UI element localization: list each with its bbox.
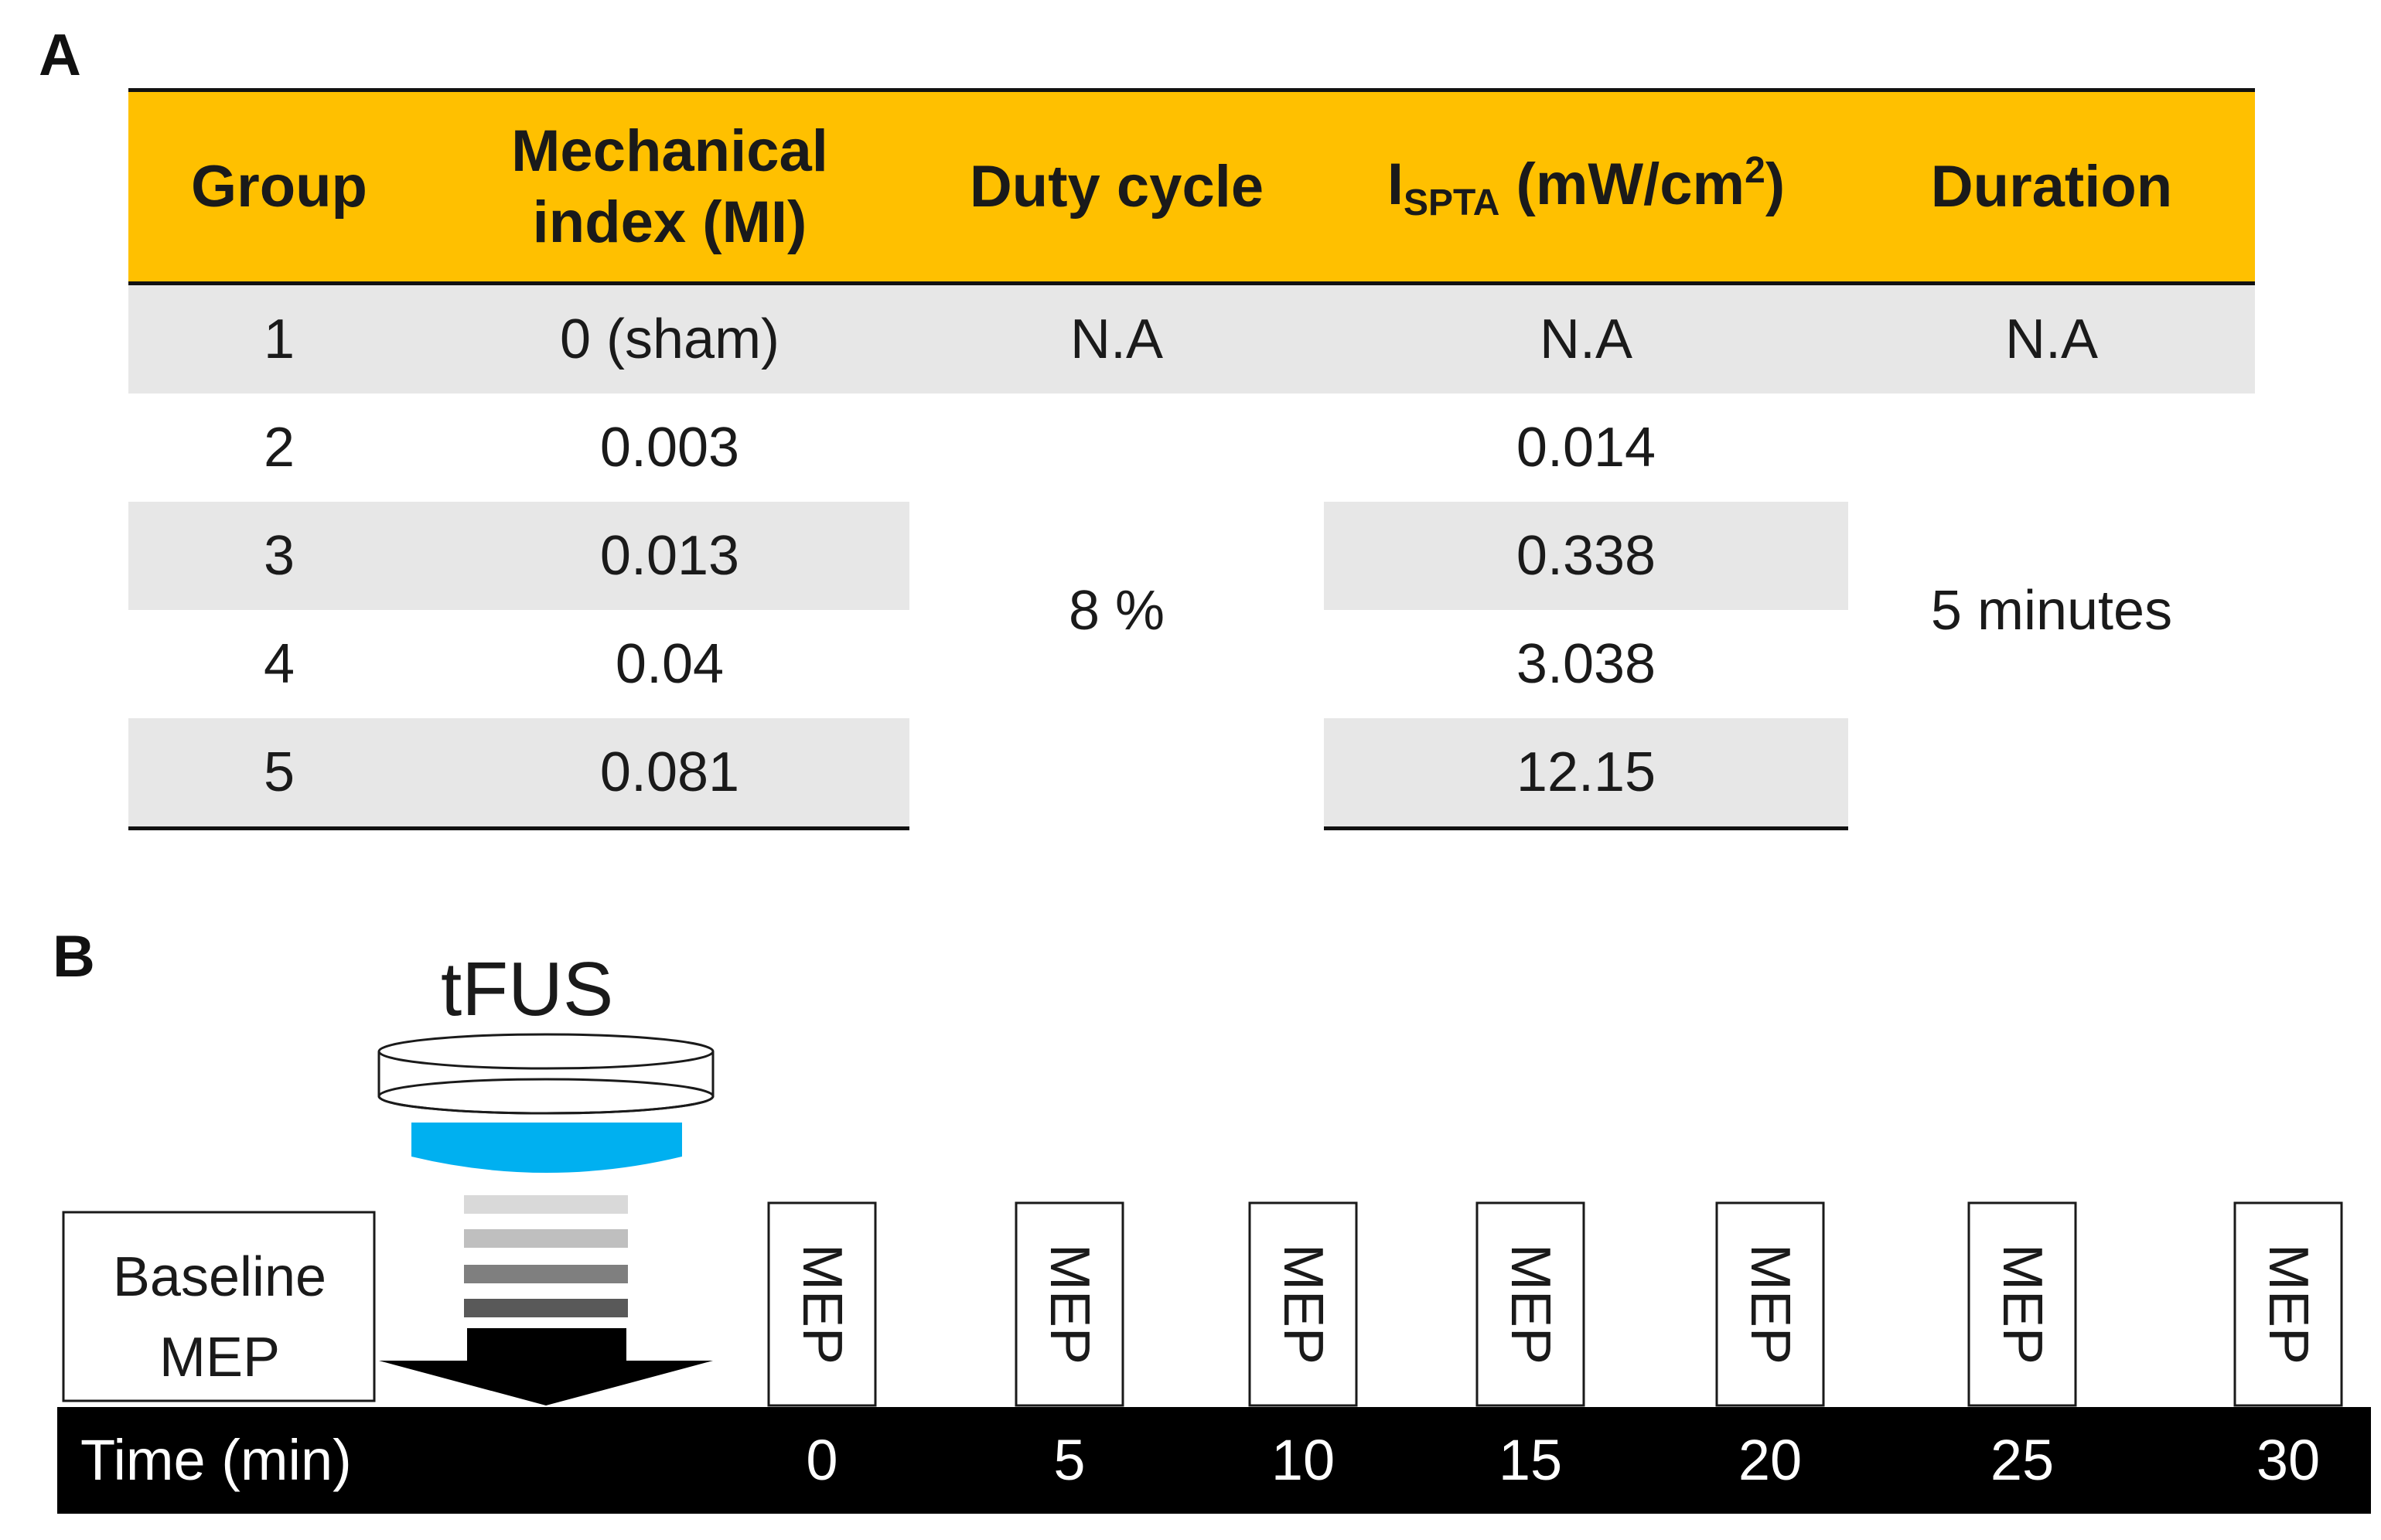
cell-group: 5 <box>128 718 430 830</box>
tfus-label: tFUS <box>441 946 614 1031</box>
cell-mi: 0.081 <box>430 718 909 830</box>
transducer-icon <box>377 1033 715 1173</box>
cell-group: 3 <box>128 502 430 610</box>
header-ispta-superscript: 2 <box>1745 149 1765 191</box>
mep-label: MEP <box>791 1243 853 1365</box>
cell-mi: 0.003 <box>599 417 740 479</box>
mep-box <box>1475 1201 1585 1407</box>
cell-duty: N.A <box>1069 308 1164 370</box>
header-group: Group <box>128 88 430 285</box>
panel-label-a: A <box>39 22 81 88</box>
tick-label: 20 <box>1738 1428 1803 1492</box>
cell-duty-shared: 8 % <box>909 394 1324 829</box>
mep-box <box>2233 1201 2343 1407</box>
timeline-bar <box>57 1407 2371 1514</box>
header-mi-line1: Mechanical <box>511 118 828 185</box>
header-mechanical-index: Mechanical index (MI) <box>430 88 909 285</box>
cell-group: 1 <box>263 308 295 370</box>
transducer-inner-rim <box>377 1078 715 1115</box>
header-ispta-main: I <box>1387 151 1404 217</box>
mep-label: MEP <box>1739 1243 1801 1365</box>
mep-box <box>767 1201 877 1407</box>
mep-box <box>1015 1201 1124 1407</box>
wave-bar <box>464 1299 628 1317</box>
mep-box <box>1248 1201 1358 1407</box>
mep-label: MEP <box>2257 1243 2319 1365</box>
baseline-mep-box <box>62 1211 376 1402</box>
cell-mi: 0 (sham) <box>559 308 780 370</box>
mep-box <box>1967 1201 2077 1407</box>
tick-label: 15 <box>1498 1428 1563 1492</box>
cell-group: 4 <box>263 633 295 695</box>
header-ispta-unit: (mW/cm <box>1499 151 1745 217</box>
tick-label: 25 <box>1990 1428 2055 1492</box>
mep-label: MEP <box>1272 1243 1334 1365</box>
wave-bar <box>464 1195 628 1214</box>
panel-label-b: B <box>53 924 95 990</box>
tick-label: 30 <box>2256 1428 2321 1492</box>
cell-ispta: N.A <box>1539 308 1633 370</box>
header-mi-line2: index (MI) <box>532 189 807 255</box>
header-ispta-unit-close: ) <box>1765 151 1786 217</box>
timeline-axis-label: Time (min) <box>80 1428 352 1492</box>
tick-label: 5 <box>1053 1428 1086 1492</box>
table-row: 3 0.013 0.338 <box>128 502 2255 610</box>
table-row: 4 0.04 3.038 <box>128 610 2255 718</box>
transducer-top-rim <box>377 1033 715 1070</box>
mep-label: MEP <box>1499 1243 1561 1365</box>
transducer-face <box>411 1123 682 1173</box>
baseline-line2: MEP <box>159 1327 281 1389</box>
ultrasound-wave-icon <box>464 1195 628 1317</box>
cell-group: 2 <box>263 417 295 479</box>
tick-label: 10 <box>1271 1428 1335 1492</box>
cell-ispta: 0.014 <box>1516 417 1656 479</box>
baseline-line1: Baseline <box>112 1246 327 1308</box>
table-row-sham: 1 0 (sham) N.A N.A N.A <box>128 283 2255 394</box>
baseline-mep-label: Baseline MEP <box>65 1237 374 1399</box>
wave-bar <box>464 1229 628 1248</box>
wave-bar <box>464 1265 628 1283</box>
header-ispta-subscript: SPTA <box>1403 182 1500 223</box>
header-ispta: ISPTA (mW/cm2) <box>1324 88 1848 285</box>
cell-ispta: 0.338 <box>1324 502 1848 610</box>
cell-mi: 0.04 <box>615 633 725 695</box>
mep-box <box>1715 1201 1825 1407</box>
mep-label: MEP <box>1039 1243 1100 1365</box>
stimulation-arrow-icon <box>379 1328 713 1405</box>
cell-ispta: 3.038 <box>1516 633 1656 695</box>
table-header-row: Group Mechanical index (MI) Duty cycle I… <box>128 88 2255 285</box>
cell-duration-shared: 5 minutes <box>1848 394 2255 829</box>
table-row: 5 0.081 12.15 <box>128 718 2255 830</box>
header-duty-cycle: Duty cycle <box>909 88 1324 285</box>
header-duration: Duration <box>1848 88 2255 285</box>
cell-mi: 0.013 <box>430 502 909 610</box>
cell-ispta: 12.15 <box>1324 718 1848 830</box>
tick-label: 0 <box>806 1428 838 1492</box>
cell-duration: N.A <box>2004 308 2099 370</box>
mep-label: MEP <box>1991 1243 2053 1365</box>
ultrasound-parameter-table: Group Mechanical index (MI) Duty cycle I… <box>128 88 2255 830</box>
table-row: 2 0.003 8 % 0.014 5 minutes <box>128 394 2255 829</box>
